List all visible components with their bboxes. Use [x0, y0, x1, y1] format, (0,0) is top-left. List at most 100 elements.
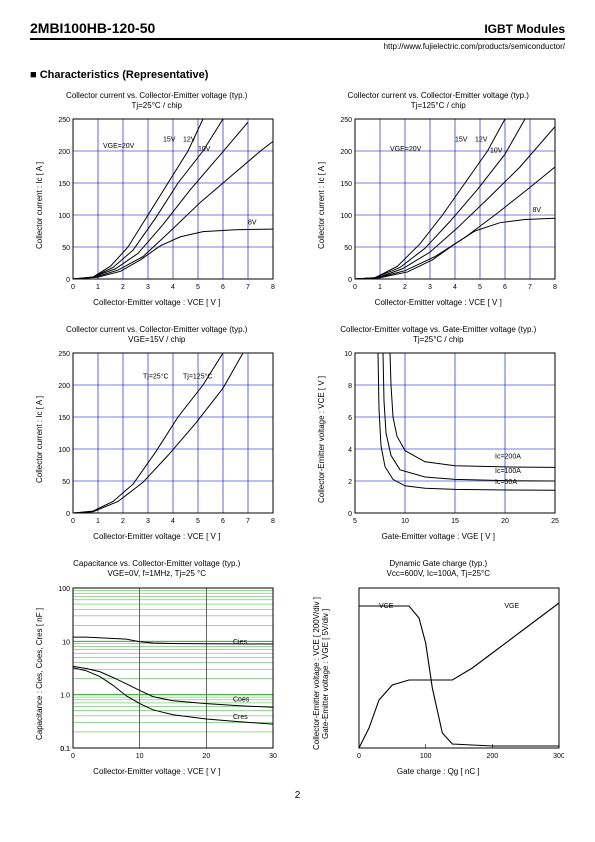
- svg-text:10: 10: [62, 639, 70, 646]
- svg-text:0: 0: [66, 277, 70, 284]
- svg-text:150: 150: [340, 181, 352, 188]
- svg-text:0: 0: [353, 284, 357, 291]
- svg-text:VCE: VCE: [379, 603, 394, 610]
- svg-text:1: 1: [96, 284, 100, 291]
- svg-text:7: 7: [246, 284, 250, 291]
- x-axis-label: Gate-Emitter voltage : VGE [ V ]: [382, 532, 495, 541]
- chart-title: Collector current vs. Collector-Emitter …: [66, 91, 247, 110]
- svg-text:0: 0: [71, 753, 75, 760]
- chart-title: Collector current vs. Collector-Emitter …: [348, 91, 529, 110]
- chart-vce-vge: Collector-Emitter voltage vs. Gate-Emitt…: [312, 325, 566, 541]
- svg-text:VGE: VGE: [505, 603, 520, 610]
- section-title: Characteristics (Representative): [30, 69, 565, 81]
- svg-text:4: 4: [348, 447, 352, 454]
- svg-text:100: 100: [59, 213, 71, 220]
- page-number: 2: [30, 790, 565, 801]
- svg-text:VGE=20V: VGE=20V: [103, 143, 135, 150]
- svg-text:20: 20: [203, 753, 211, 760]
- svg-text:0: 0: [348, 277, 352, 284]
- svg-text:100: 100: [59, 586, 71, 593]
- svg-text:4: 4: [171, 284, 175, 291]
- svg-text:4: 4: [453, 284, 457, 291]
- svg-text:2: 2: [403, 284, 407, 291]
- product-url: http://www.fujielectric.com/products/sem…: [30, 42, 565, 51]
- svg-text:8: 8: [271, 284, 275, 291]
- svg-text:Ic=200A: Ic=200A: [495, 454, 521, 461]
- svg-text:50: 50: [62, 245, 70, 252]
- svg-text:3: 3: [428, 284, 432, 291]
- svg-text:250: 250: [59, 117, 71, 124]
- charts-grid: Collector current vs. Collector-Emitter …: [30, 91, 565, 776]
- svg-text:8: 8: [348, 383, 352, 390]
- svg-text:5: 5: [478, 284, 482, 291]
- svg-text:200: 200: [59, 149, 71, 156]
- svg-text:6: 6: [503, 284, 507, 291]
- svg-text:2: 2: [121, 518, 125, 525]
- svg-text:200: 200: [340, 149, 352, 156]
- svg-text:1: 1: [378, 284, 382, 291]
- svg-text:8V: 8V: [248, 220, 257, 227]
- svg-text:5: 5: [196, 284, 200, 291]
- svg-text:0: 0: [71, 284, 75, 291]
- svg-text:Cies: Cies: [233, 638, 248, 645]
- svg-text:15V: 15V: [163, 137, 176, 144]
- chart-svg: 0 100 200 300 VCE VGE: [334, 583, 564, 765]
- svg-text:3: 3: [146, 284, 150, 291]
- svg-text:10V: 10V: [198, 146, 211, 153]
- chart-svg: 012345678050100150200250VGE=20V15V12V10V…: [48, 114, 278, 296]
- svg-text:150: 150: [59, 415, 71, 422]
- svg-text:200: 200: [487, 753, 499, 760]
- svg-text:5: 5: [196, 518, 200, 525]
- svg-text:2: 2: [348, 479, 352, 486]
- x-axis-label: Collector-Emitter voltage : VCE [ V ]: [375, 298, 502, 307]
- svg-text:8: 8: [553, 284, 557, 291]
- svg-text:6: 6: [348, 415, 352, 422]
- svg-text:10: 10: [401, 518, 409, 525]
- svg-text:25: 25: [551, 518, 559, 525]
- svg-text:100: 100: [340, 213, 352, 220]
- svg-text:200: 200: [59, 383, 71, 390]
- svg-text:Coes: Coes: [233, 696, 250, 703]
- svg-text:7: 7: [246, 518, 250, 525]
- svg-text:1.0: 1.0: [61, 692, 71, 699]
- svg-text:15: 15: [451, 518, 459, 525]
- chart-svg: 012345678050100150200250Tj=25°CTj=125°C: [48, 348, 278, 530]
- svg-text:50: 50: [62, 479, 70, 486]
- svg-text:20: 20: [501, 518, 509, 525]
- svg-text:1: 1: [96, 518, 100, 525]
- svg-text:7: 7: [528, 284, 532, 291]
- chart-ic-vce-25c: Collector current vs. Collector-Emitter …: [30, 91, 284, 307]
- svg-text:12V: 12V: [183, 137, 196, 144]
- chart-title: Capacitance vs. Collector-Emitter voltag…: [73, 559, 240, 578]
- svg-text:250: 250: [59, 351, 71, 358]
- svg-text:100: 100: [59, 447, 71, 454]
- svg-text:15V: 15V: [455, 137, 468, 144]
- chart-title: Dynamic Gate charge (typ.)Vcc=600V, Ic=1…: [387, 559, 491, 578]
- svg-text:0.1: 0.1: [61, 746, 71, 753]
- module-type: IGBT Modules: [484, 22, 565, 36]
- svg-text:12V: 12V: [475, 137, 488, 144]
- svg-text:300: 300: [553, 753, 564, 760]
- y-axis-label: Collector current : Ic [ A ]: [35, 348, 44, 530]
- svg-text:8: 8: [271, 518, 275, 525]
- svg-text:Cres: Cres: [233, 714, 248, 721]
- svg-text:10: 10: [136, 753, 144, 760]
- page-header: 2MBI100HB-120-50 IGBT Modules: [30, 20, 565, 40]
- svg-text:6: 6: [221, 518, 225, 525]
- svg-text:VGE=20V: VGE=20V: [390, 146, 422, 153]
- svg-text:0: 0: [357, 753, 361, 760]
- svg-text:Tj=125°C: Tj=125°C: [183, 373, 212, 381]
- svg-text:0: 0: [71, 518, 75, 525]
- chart-ic-vce-temps: Collector current vs. Collector-Emitter …: [30, 325, 284, 541]
- svg-text:8V: 8V: [532, 207, 541, 214]
- svg-text:6: 6: [221, 284, 225, 291]
- x-axis-label: Collector-Emitter voltage : VCE [ V ]: [93, 298, 220, 307]
- svg-text:50: 50: [344, 245, 352, 252]
- chart-svg: 012345678050100150200250VGE=20V15V12V10V…: [330, 114, 560, 296]
- svg-text:100: 100: [420, 753, 432, 760]
- y-axis-label: Collector-Emitter voltage : VCE [ 200V/d…: [312, 583, 330, 765]
- svg-text:3: 3: [146, 518, 150, 525]
- chart-svg: 01020300.11.0101000.1CiesCoesCres: [48, 583, 278, 765]
- chart-title: Collector-Emitter voltage vs. Gate-Emitt…: [340, 325, 536, 344]
- part-number: 2MBI100HB-120-50: [30, 20, 155, 36]
